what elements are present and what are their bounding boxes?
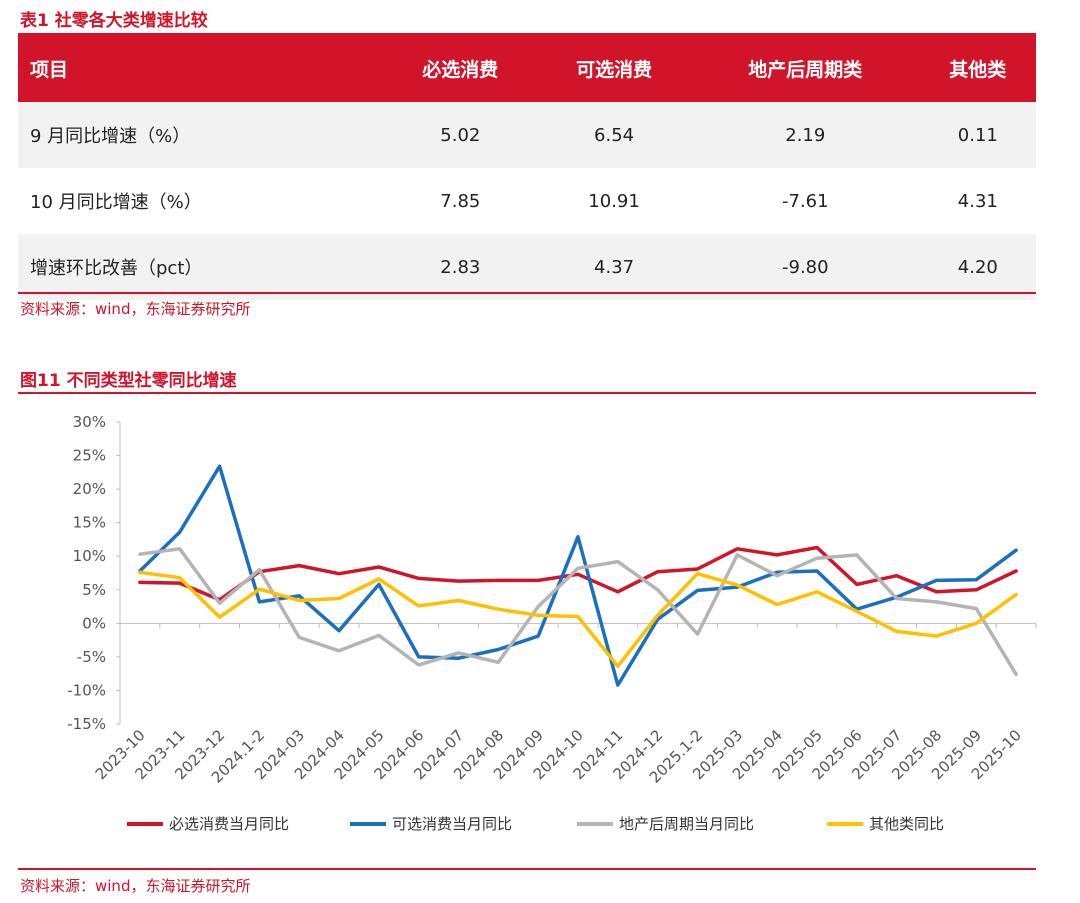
series-line-2 — [138, 547, 1018, 677]
series-line-0 — [138, 545, 1018, 602]
comparison-table: 项目 必选消费 可选消费 地产后周期类 其他类 9 月同比增速（%） 5.02 … — [18, 34, 1036, 300]
y-tick-label: 20% — [73, 480, 106, 498]
legend: 必选消费当月同比 可选消费当月同比 地产后周期当月同比 其他类同比 — [127, 815, 944, 833]
header-item: 项目 — [18, 34, 384, 102]
table-header-row: 项目 必选消费 可选消费 地产后周期类 其他类 — [18, 34, 1036, 102]
y-tick-label: 5% — [82, 581, 106, 599]
cell: 0.11 — [919, 102, 1036, 168]
cell: 5.02 — [383, 102, 538, 168]
cell: -9.80 — [690, 234, 920, 300]
cell: 2.83 — [383, 234, 538, 300]
figure-bottom-rule — [18, 868, 1036, 870]
y-tick-label: 30% — [73, 413, 106, 431]
table-row: 10 月同比增速（%） 7.85 10.91 -7.61 4.31 — [18, 168, 1036, 234]
series-line-3 — [138, 570, 1018, 669]
cell: 4.37 — [537, 234, 691, 300]
table-source-note: 资料来源：wind，东海证券研究所 — [20, 300, 251, 318]
legend-label: 可选消费当月同比 — [392, 815, 512, 833]
y-tick-label: 10% — [73, 547, 106, 565]
figure-caption: 图11 不同类型社零同比增速 — [20, 371, 237, 391]
y-tick-label: 25% — [73, 447, 106, 465]
table-caption: 表1 社零各大类增速比较 — [20, 11, 208, 31]
cell: 4.31 — [919, 168, 1036, 234]
y-axis: -15% -10% -5% 0% 5% 10% 15% 20% 25% 30% — [67, 413, 121, 733]
y-tick-label: 15% — [73, 514, 106, 532]
header-optional: 可选消费 — [537, 34, 691, 102]
cell: 2.19 — [690, 102, 920, 168]
table-bottom-rule — [18, 292, 1036, 294]
cell: 7.85 — [383, 168, 538, 234]
legend-label: 其他类同比 — [869, 815, 944, 833]
figure-source-note: 资料来源：wind，东海证券研究所 — [20, 877, 251, 895]
header-other: 其他类 — [919, 34, 1036, 102]
x-axis: 2023-102023-112023-122024.1-22024-032024… — [92, 622, 1037, 787]
legend-label: 地产后周期当月同比 — [619, 815, 754, 833]
row-label: 9 月同比增速（%） — [18, 102, 384, 168]
header-real-estate: 地产后周期类 — [690, 34, 920, 102]
table-row: 增速环比改善（pct） 2.83 4.37 -9.80 4.20 — [18, 234, 1036, 300]
line-chart: -15% -10% -5% 0% 5% 10% 15% 20% 25% 30% 2023-1020… — [67, 413, 1037, 833]
y-tick-label: 0% — [82, 614, 106, 632]
header-essential: 必选消费 — [383, 34, 538, 102]
row-label: 10 月同比增速（%） — [18, 168, 384, 234]
row-label: 增速环比改善（pct） — [18, 234, 384, 300]
cell: 4.20 — [919, 234, 1036, 300]
cell: 10.91 — [537, 168, 691, 234]
figure-top-rule — [18, 392, 1036, 394]
table-row: 9 月同比增速（%） 5.02 6.54 2.19 0.11 — [18, 102, 1036, 168]
y-tick-label: -15% — [67, 715, 106, 733]
legend-label: 必选消费当月同比 — [169, 815, 289, 833]
cell: 6.54 — [537, 102, 691, 168]
plot-area — [138, 464, 1018, 687]
y-tick-label: -10% — [67, 681, 106, 699]
y-tick-label: -5% — [77, 648, 106, 666]
cell: -7.61 — [690, 168, 920, 234]
